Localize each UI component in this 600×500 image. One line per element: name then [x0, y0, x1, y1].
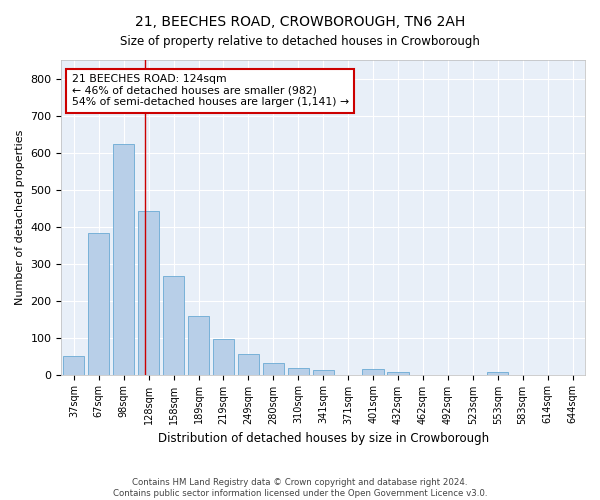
- Bar: [313, 370, 334, 374]
- Bar: [287, 368, 309, 374]
- Bar: [163, 276, 184, 374]
- Bar: [362, 369, 383, 374]
- Bar: [113, 144, 134, 374]
- Text: 21, BEECHES ROAD, CROWBOROUGH, TN6 2AH: 21, BEECHES ROAD, CROWBOROUGH, TN6 2AH: [135, 15, 465, 29]
- Y-axis label: Number of detached properties: Number of detached properties: [15, 130, 25, 305]
- Bar: [88, 233, 109, 374]
- Bar: [238, 354, 259, 374]
- Text: 21 BEECHES ROAD: 124sqm
← 46% of detached houses are smaller (982)
54% of semi-d: 21 BEECHES ROAD: 124sqm ← 46% of detache…: [72, 74, 349, 108]
- Bar: [63, 356, 85, 374]
- Bar: [138, 212, 159, 374]
- Bar: [487, 372, 508, 374]
- Bar: [388, 372, 409, 374]
- Text: Contains HM Land Registry data © Crown copyright and database right 2024.
Contai: Contains HM Land Registry data © Crown c…: [113, 478, 487, 498]
- Text: Size of property relative to detached houses in Crowborough: Size of property relative to detached ho…: [120, 35, 480, 48]
- Bar: [188, 316, 209, 374]
- Bar: [213, 339, 234, 374]
- Bar: [263, 364, 284, 374]
- X-axis label: Distribution of detached houses by size in Crowborough: Distribution of detached houses by size …: [158, 432, 489, 445]
